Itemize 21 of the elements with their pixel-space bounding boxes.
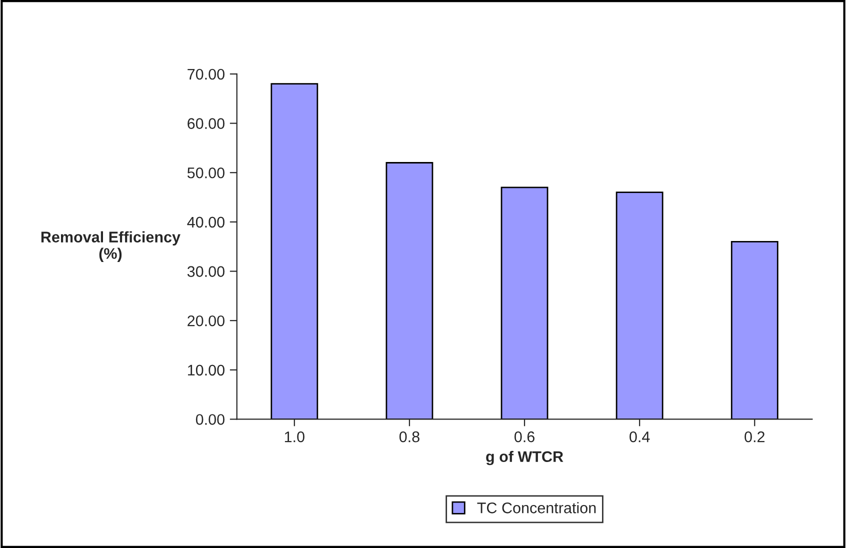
y-tick-label: 50.00 xyxy=(187,167,224,178)
y-tick-label: 40.00 xyxy=(187,216,224,228)
bar xyxy=(500,186,548,420)
x-tick-label: 0.6 xyxy=(514,431,534,442)
y-tick-label: 70.00 xyxy=(188,68,224,80)
y-axis-title: Removal Efficiency (%) xyxy=(41,231,180,262)
y-tick-label: 30.00 xyxy=(187,266,224,277)
y-tick-label: 0.00 xyxy=(196,414,224,425)
x-tick-label: 0.2 xyxy=(744,431,764,442)
y-tick-label: 10.00 xyxy=(188,364,224,376)
y-tick-label: 60.00 xyxy=(188,118,224,129)
x-axis-title: g of WTCR xyxy=(486,450,564,466)
x-tick-label: 0.4 xyxy=(630,431,650,442)
bar xyxy=(730,240,778,420)
bar xyxy=(616,192,664,420)
bar xyxy=(386,162,434,420)
x-tick-label: 0.8 xyxy=(399,431,420,442)
y-tick-label: 20.00 xyxy=(188,315,224,326)
bar xyxy=(270,83,318,420)
legend-label: TC Concentration xyxy=(477,502,596,514)
x-tick-label: 1.0 xyxy=(284,431,304,442)
